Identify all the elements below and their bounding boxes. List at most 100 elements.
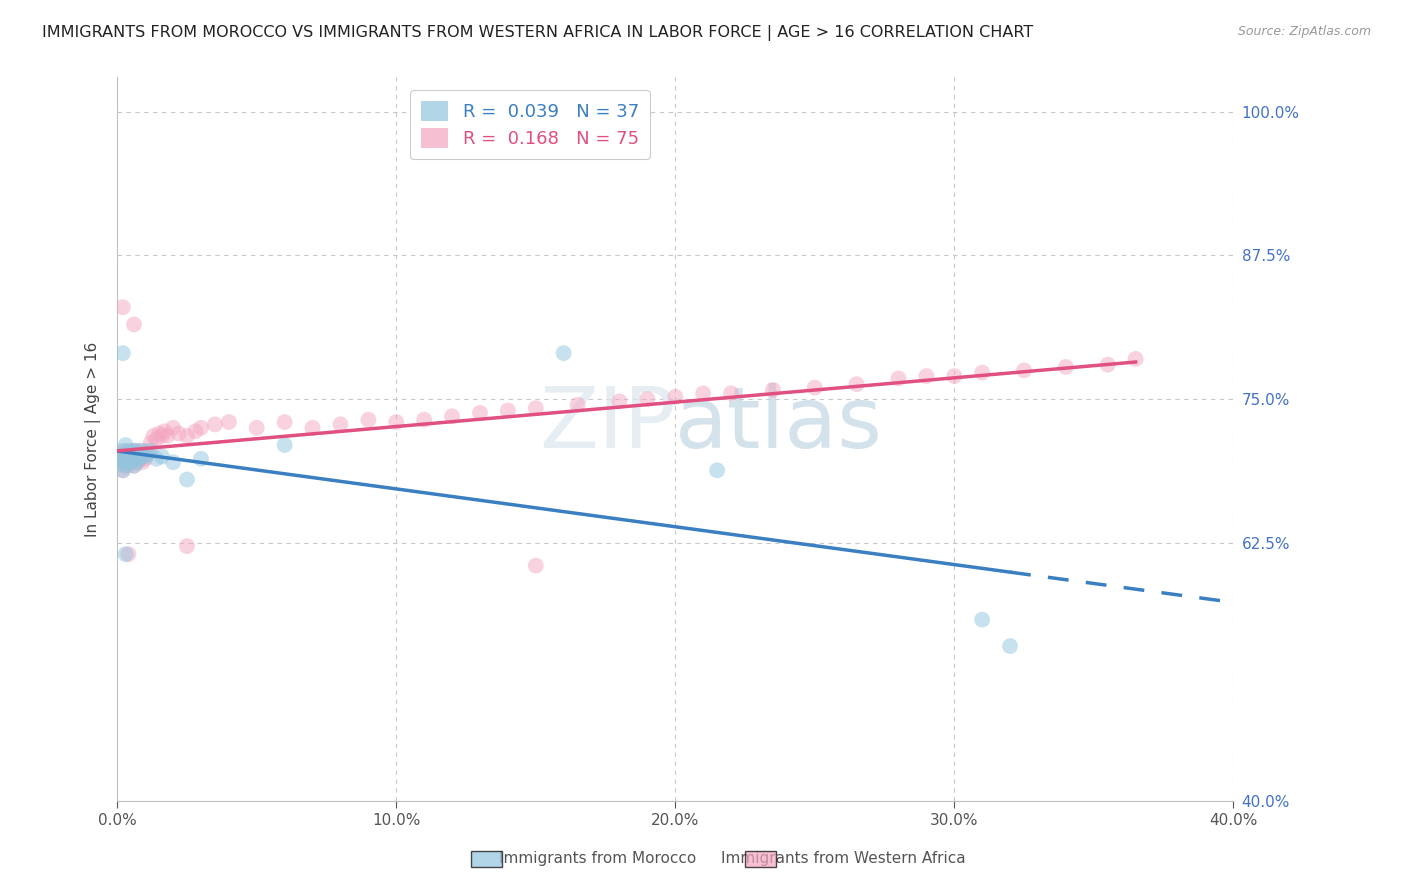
Point: [156, 429, 179, 443]
Point: [915, 369, 938, 384]
Point: [128, 451, 150, 466]
Point: [998, 639, 1021, 653]
Point: [117, 455, 139, 469]
Point: [131, 443, 153, 458]
Point: [1012, 363, 1035, 377]
Point: [567, 398, 589, 412]
Point: [125, 446, 148, 460]
Point: [128, 451, 150, 466]
Legend: R =  0.039   N = 37, R =  0.168   N = 75: R = 0.039 N = 37, R = 0.168 N = 75: [411, 90, 650, 159]
Point: [117, 458, 139, 472]
Point: [114, 458, 136, 473]
Point: [150, 450, 173, 464]
Point: [720, 386, 742, 401]
Point: [111, 453, 134, 467]
Point: [108, 450, 131, 464]
Point: [139, 443, 162, 458]
Point: [385, 415, 408, 429]
Point: [128, 450, 150, 464]
Point: [441, 409, 464, 424]
Point: [120, 450, 142, 464]
Point: [145, 432, 167, 446]
Point: [111, 346, 134, 360]
Point: [496, 403, 519, 417]
Point: [114, 446, 136, 460]
Point: [114, 547, 136, 561]
Point: [111, 463, 134, 477]
Point: [117, 443, 139, 458]
Point: [111, 455, 134, 469]
Point: [162, 421, 184, 435]
Point: [114, 438, 136, 452]
Point: [273, 415, 295, 429]
Point: [120, 447, 142, 461]
Point: [190, 421, 212, 435]
Point: [246, 421, 269, 435]
Point: [114, 455, 136, 469]
Point: [114, 458, 136, 473]
Point: [120, 446, 142, 460]
Point: [762, 383, 785, 397]
Point: [114, 450, 136, 464]
Point: [273, 438, 295, 452]
Point: [111, 463, 134, 477]
Point: [413, 413, 436, 427]
Point: [117, 547, 139, 561]
Point: [167, 426, 190, 441]
Point: [117, 443, 139, 458]
Point: [148, 426, 170, 441]
Point: [1054, 359, 1077, 374]
Point: [111, 447, 134, 461]
Point: [122, 458, 145, 473]
Point: [150, 429, 173, 443]
Point: [125, 443, 148, 458]
Text: ZIP: ZIP: [538, 384, 675, 467]
Point: [125, 455, 148, 469]
Point: [553, 346, 575, 360]
Text: atlas: atlas: [675, 384, 883, 467]
Point: [122, 451, 145, 466]
Point: [128, 443, 150, 458]
Point: [176, 473, 198, 487]
Point: [218, 415, 240, 429]
Text: Immigrants from Morocco: Immigrants from Morocco: [499, 851, 696, 865]
Point: [357, 413, 380, 427]
Point: [131, 450, 153, 464]
Point: [122, 443, 145, 458]
Point: [131, 455, 153, 469]
Point: [153, 424, 176, 438]
Point: [111, 443, 134, 458]
Point: [887, 371, 910, 385]
Point: [845, 377, 868, 392]
Point: [692, 386, 714, 401]
Point: [636, 392, 658, 406]
Point: [972, 366, 994, 380]
Point: [329, 417, 352, 432]
Point: [803, 381, 825, 395]
Point: [184, 424, 207, 438]
Point: [190, 451, 212, 466]
Point: [111, 300, 134, 314]
Point: [120, 455, 142, 469]
Point: [108, 458, 131, 472]
Point: [136, 443, 159, 458]
Point: [134, 446, 156, 460]
Point: [609, 394, 631, 409]
Point: [524, 401, 547, 416]
Point: [301, 421, 323, 435]
Point: [120, 450, 142, 464]
Text: IMMIGRANTS FROM MOROCCO VS IMMIGRANTS FROM WESTERN AFRICA IN LABOR FORCE | AGE >: IMMIGRANTS FROM MOROCCO VS IMMIGRANTS FR…: [42, 25, 1033, 41]
Point: [134, 451, 156, 466]
Point: [117, 451, 139, 466]
Point: [125, 455, 148, 469]
Point: [139, 435, 162, 450]
Point: [706, 463, 728, 477]
Text: Source: ZipAtlas.com: Source: ZipAtlas.com: [1237, 25, 1371, 38]
Point: [122, 458, 145, 473]
Point: [117, 451, 139, 466]
Point: [1125, 351, 1147, 366]
Point: [134, 450, 156, 464]
Point: [142, 429, 165, 443]
Point: [145, 451, 167, 466]
Point: [524, 558, 547, 573]
